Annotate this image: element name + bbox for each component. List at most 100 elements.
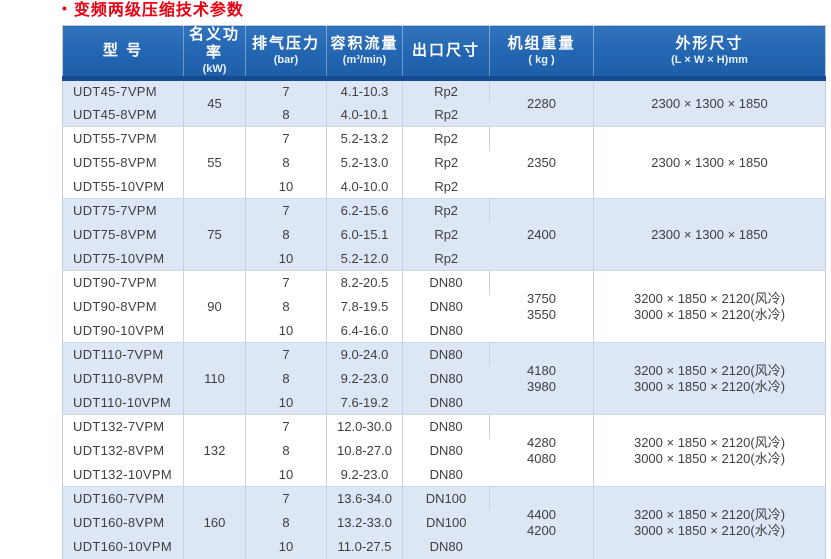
- flow-cell: 5.2-13.2: [326, 126, 403, 151]
- table-row: UDT132-7VPM 132 7 12.0-30.0 DN80 4280 4080 3200…: [62, 414, 826, 487]
- outlet-cell: DN80: [402, 366, 490, 391]
- weight-cell-line: 3750: [527, 290, 556, 306]
- outlet-cell: DN80: [402, 462, 490, 487]
- flow-cell: 6.2-15.6: [326, 198, 403, 223]
- power-cell: 75: [183, 198, 246, 271]
- table-row: UDT132-8VPM 8 10.8-27.0 DN80: [62, 438, 826, 463]
- table-row: UDT110-8VPM 8 9.2-23.0 DN80: [62, 366, 826, 391]
- model-cell: UDT45-7VPM: [62, 78, 184, 103]
- weight-cell: 4180 3980: [489, 342, 594, 415]
- dimensions-cell-line: 2300 × 1300 × 1850: [651, 226, 768, 242]
- table-row: UDT110-7VPM 110 7 9.0-24.0 DN80 4180 3980 3200 …: [62, 342, 826, 415]
- model-cell: UDT132-8VPM: [62, 438, 184, 463]
- table-row: UDT75-8VPM 8 6.0-15.1 Rp2: [62, 222, 826, 247]
- table-row: UDT90-10VPM 10 6.4-16.0 DN80: [62, 318, 826, 343]
- table-row: UDT90-8VPM 8 7.8-19.5 DN80: [62, 294, 826, 319]
- dimensions-cell-line: 2300 × 1300 × 1850: [651, 154, 768, 170]
- power-cell: 55: [183, 126, 246, 199]
- outlet-cell: Rp2: [402, 78, 490, 103]
- pressure-cell: 8: [245, 150, 327, 175]
- weight-cell: 2400: [489, 198, 594, 271]
- weight-cell: 2280: [489, 78, 594, 127]
- weight-cell-line: 4080: [527, 450, 556, 466]
- pressure-cell: 8: [245, 294, 327, 319]
- pressure-cell: 10: [245, 390, 327, 415]
- model-cell: UDT75-10VPM: [62, 246, 184, 271]
- weight-cell-line: 4280: [527, 434, 556, 450]
- power-cell: 132: [183, 414, 246, 487]
- table-row: UDT55-10VPM 10 4.0-10.0 Rp2: [62, 174, 826, 199]
- outlet-cell: DN80: [402, 318, 490, 343]
- weight-cell-line: 3980: [527, 378, 556, 394]
- table-header: 型 号 名义功率 (kW) 排气压力 (bar) 容积流量 (m³/min) 出…: [62, 25, 826, 81]
- power-cell: 45: [183, 78, 246, 127]
- flow-cell: 8.2-20.5: [326, 270, 403, 295]
- pressure-cell: 8: [245, 366, 327, 391]
- outlet-cell: DN80: [402, 534, 490, 559]
- pressure-cell: 10: [245, 246, 327, 271]
- pressure-cell: 10: [245, 318, 327, 343]
- pressure-cell: 7: [245, 126, 327, 151]
- dimensions-cell-line: 3200 × 1850 × 2120(风冷): [633, 506, 786, 522]
- bullet-icon: •: [62, 0, 68, 16]
- model-cell: UDT55-10VPM: [62, 174, 184, 199]
- model-cell: UDT90-7VPM: [62, 270, 184, 295]
- header-power: 名义功率 (kW): [183, 25, 246, 81]
- model-cell: UDT132-7VPM: [62, 414, 184, 439]
- pressure-cell: 7: [245, 486, 327, 511]
- outlet-cell: Rp2: [402, 102, 490, 127]
- model-cell: UDT110-7VPM: [62, 342, 184, 367]
- spec-table: 型 号 名义功率 (kW) 排气压力 (bar) 容积流量 (m³/min) 出…: [62, 25, 826, 559]
- table-body: UDT45-7VPM 45 7 4.1-10.3 Rp2 2280 2300 × 1300 …: [62, 78, 826, 559]
- dimensions-cell: 3200 × 1850 × 2120(风冷) 3000 × 1850 × 2120…: [593, 270, 826, 343]
- outlet-cell: Rp2: [402, 198, 490, 223]
- outlet-cell: DN80: [402, 294, 490, 319]
- weight-cell-line: 4180: [527, 362, 556, 378]
- header-flow: 容积流量 (m³/min): [326, 25, 403, 81]
- header-weight: 机组重量 ( kg ): [489, 25, 594, 81]
- outlet-cell: Rp2: [402, 174, 490, 199]
- flow-cell: 5.2-13.0: [326, 150, 403, 175]
- model-cell: UDT75-8VPM: [62, 222, 184, 247]
- table-row: UDT132-10VPM 10 9.2-23.0 DN80: [62, 462, 826, 487]
- flow-cell: 11.0-27.5: [326, 534, 403, 559]
- pressure-cell: 8: [245, 222, 327, 247]
- dimensions-cell-line: 3200 × 1850 × 2120(风冷): [633, 362, 786, 378]
- header-outlet: 出口尺寸: [402, 25, 490, 81]
- dimensions-cell-line: 3000 × 1850 × 2120(水冷): [633, 378, 786, 394]
- model-cell: UDT45-8VPM: [62, 102, 184, 127]
- pressure-cell: 10: [245, 534, 327, 559]
- dimensions-cell-line: 3000 × 1850 × 2120(水冷): [633, 306, 786, 322]
- flow-cell: 5.2-12.0: [326, 246, 403, 271]
- table-row: UDT55-8VPM 8 5.2-13.0 Rp2: [62, 150, 826, 175]
- model-cell: UDT75-7VPM: [62, 198, 184, 223]
- outlet-cell: DN80: [402, 390, 490, 415]
- header-dimensions: 外形尺寸 (L × W × H)mm: [593, 25, 826, 81]
- flow-cell: 6.0-15.1: [326, 222, 403, 247]
- weight-cell: 4280 4080: [489, 414, 594, 487]
- weight-cell-line: 3550: [527, 306, 556, 322]
- power-cell: 160: [183, 486, 246, 559]
- model-cell: UDT110-8VPM: [62, 366, 184, 391]
- model-cell: UDT160-8VPM: [62, 510, 184, 535]
- pressure-cell: 8: [245, 510, 327, 535]
- dimensions-cell: 2300 × 1300 × 1850: [593, 78, 826, 127]
- weight-cell-line: 4200: [527, 522, 556, 538]
- table-row: UDT45-8VPM 8 4.0-10.1 Rp2: [62, 102, 826, 127]
- outlet-cell: DN80: [402, 342, 490, 367]
- table-row: UDT110-10VPM 10 7.6-19.2 DN80: [62, 390, 826, 415]
- weight-cell-line: 2280: [527, 95, 556, 111]
- outlet-cell: DN80: [402, 438, 490, 463]
- pressure-cell: 8: [245, 438, 327, 463]
- power-cell: 110: [183, 342, 246, 415]
- flow-cell: 7.8-19.5: [326, 294, 403, 319]
- weight-cell-line: 2400: [527, 226, 556, 242]
- table-row: UDT45-7VPM 45 7 4.1-10.3 Rp2 2280 2300 × 1300 …: [62, 78, 826, 127]
- header-row: 型 号 名义功率 (kW) 排气压力 (bar) 容积流量 (m³/min) 出…: [62, 25, 826, 81]
- flow-cell: 13.2-33.0: [326, 510, 403, 535]
- dimensions-cell-line: 2300 × 1300 × 1850: [651, 95, 768, 111]
- table-row: UDT160-7VPM 160 7 13.6-34.0 DN100 4400 4200 320…: [62, 486, 826, 559]
- table-row: UDT75-10VPM 10 5.2-12.0 Rp2: [62, 246, 826, 271]
- outlet-cell: Rp2: [402, 222, 490, 247]
